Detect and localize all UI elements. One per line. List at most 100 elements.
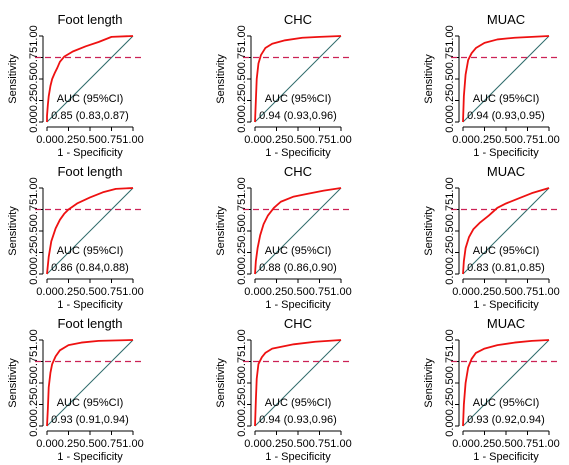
x-tick-label: 1.00 <box>330 286 351 298</box>
y-tick-label: 0.00 <box>444 415 456 436</box>
y-axis-label: Sensitivity <box>215 54 227 104</box>
y-tick-label: 0.00 <box>444 263 456 284</box>
auc-value: 0.86 (0.84,0.88) <box>51 262 129 274</box>
y-tick-label: 0.25 <box>236 242 248 263</box>
y-tick-label: 0.25 <box>236 90 248 111</box>
panel-title: MUAC <box>487 164 525 179</box>
x-tick-label: 0.50 <box>495 438 516 450</box>
x-tick-label: 0.25 <box>266 286 287 298</box>
x-tick-label: 1.00 <box>122 286 143 298</box>
panel-title: Foot length <box>57 12 122 27</box>
x-tick-label: 0.75 <box>101 134 122 146</box>
y-tick-label: 0.25 <box>28 90 40 111</box>
y-tick-label: 0.00 <box>444 111 456 132</box>
y-tick-label: 0.50 <box>28 372 40 393</box>
auc-header: AUC (95%CI) <box>265 93 332 105</box>
x-tick-label: 0.25 <box>474 286 495 298</box>
y-tick-label: 1.00 <box>236 25 248 46</box>
auc-value: 0.94 (0.93,0.96) <box>259 414 337 426</box>
x-tick-label: 0.25 <box>58 286 79 298</box>
x-axis-label: 1 - Specificity <box>473 299 539 311</box>
x-tick-label: 0.50 <box>495 134 516 146</box>
auc-header: AUC (95%CI) <box>473 93 540 105</box>
x-tick-label: 0.50 <box>287 134 308 146</box>
y-tick-label: 0.00 <box>28 111 40 132</box>
x-tick-label: 1.00 <box>122 134 143 146</box>
x-tick-label: 0.25 <box>266 134 287 146</box>
roc-panel: CHC0.000.250.500.751.000.00 0.25 0.50 0.75 1… <box>215 316 352 463</box>
y-tick-label: 0.50 <box>236 372 248 393</box>
y-axis-label: Sensitivity <box>423 358 435 408</box>
y-tick-label: 0.00 <box>236 415 248 436</box>
auc-value: 0.93 (0.92,0.94) <box>467 414 545 426</box>
y-axis-label: Sensitivity <box>7 54 19 104</box>
y-tick-label: 1.00 <box>444 177 456 198</box>
y-axis-label: Sensitivity <box>7 206 19 256</box>
auc-value: 0.85 (0.83,0.87) <box>51 110 129 122</box>
x-tick-label: 1.00 <box>122 438 143 450</box>
y-tick-label: 0.25 <box>28 242 40 263</box>
y-tick-label: 0.50 <box>444 68 456 89</box>
x-tick-label: 0.00 <box>36 134 57 146</box>
y-axis-label: Sensitivity <box>215 358 227 408</box>
x-tick-label: 0.25 <box>474 134 495 146</box>
panel-title: Foot length <box>57 164 122 179</box>
y-tick-label: 1.00 <box>444 25 456 46</box>
y-tick-label: 0.50 <box>444 372 456 393</box>
y-tick-label: 1.00 <box>28 25 40 46</box>
x-tick-label: 1.00 <box>538 134 559 146</box>
y-tick-label: 0.25 <box>28 394 40 415</box>
x-tick-label: 1.00 <box>538 438 559 450</box>
y-tick-label: 1.00 <box>236 329 248 350</box>
auc-header: AUC (95%CI) <box>265 397 332 409</box>
x-tick-label: 0.25 <box>58 438 79 450</box>
x-axis-label: 1 - Specificity <box>265 147 331 159</box>
y-tick-label: 0.25 <box>444 90 456 111</box>
x-axis-label: 1 - Specificity <box>57 147 123 159</box>
y-tick-label: 0.50 <box>236 68 248 89</box>
x-tick-label: 0.00 <box>452 134 473 146</box>
y-tick-label: 1.00 <box>236 177 248 198</box>
x-tick-label: 0.75 <box>309 438 330 450</box>
x-tick-label: 0.50 <box>79 134 100 146</box>
x-axis-label: 1 - Specificity <box>265 299 331 311</box>
x-tick-label: 0.00 <box>244 134 265 146</box>
x-axis-label: 1 - Specificity <box>473 451 539 463</box>
x-tick-label: 0.00 <box>244 438 265 450</box>
auc-value: 0.94 (0.93,0.96) <box>259 110 337 122</box>
y-tick-label: 0.00 <box>28 263 40 284</box>
panel-title: CHC <box>284 164 312 179</box>
x-tick-label: 0.75 <box>309 286 330 298</box>
x-tick-label: 0.00 <box>36 438 57 450</box>
y-axis-label: Sensitivity <box>215 206 227 256</box>
roc-panel: CHC0.000.250.500.751.000.00 0.25 0.50 0.75 1… <box>215 164 352 311</box>
auc-header: AUC (95%CI) <box>473 397 540 409</box>
auc-header: AUC (95%CI) <box>57 245 124 257</box>
auc-value: 0.88 (0.86,0.90) <box>259 262 337 274</box>
panel-title: MUAC <box>487 316 525 331</box>
y-tick-label: 0.00 <box>236 263 248 284</box>
x-tick-label: 0.00 <box>452 286 473 298</box>
x-tick-label: 1.00 <box>330 438 351 450</box>
x-axis-label: 1 - Specificity <box>57 451 123 463</box>
y-tick-label: 0.25 <box>444 242 456 263</box>
x-tick-label: 0.50 <box>79 286 100 298</box>
x-tick-label: 0.75 <box>517 134 538 146</box>
y-tick-label: 0.25 <box>444 394 456 415</box>
y-axis-label: Sensitivity <box>423 54 435 104</box>
y-tick-label: 1.00 <box>444 329 456 350</box>
y-tick-label: 0.50 <box>28 220 40 241</box>
x-tick-label: 0.75 <box>517 286 538 298</box>
y-tick-label: 0.25 <box>236 394 248 415</box>
x-tick-label: 1.00 <box>330 134 351 146</box>
roc-panel: MUAC0.000.250.500.751.000.00 0.25 0.50 0.75… <box>423 12 560 159</box>
x-tick-label: 0.50 <box>79 438 100 450</box>
x-tick-label: 0.25 <box>266 438 287 450</box>
auc-header: AUC (95%CI) <box>265 245 332 257</box>
roc-panel: CHC0.000.250.500.751.000.00 0.25 0.50 0.75 1… <box>215 12 352 159</box>
auc-value: 0.94 (0.93,0.95) <box>467 110 545 122</box>
x-tick-label: 0.00 <box>36 286 57 298</box>
panel-title: MUAC <box>487 12 525 27</box>
